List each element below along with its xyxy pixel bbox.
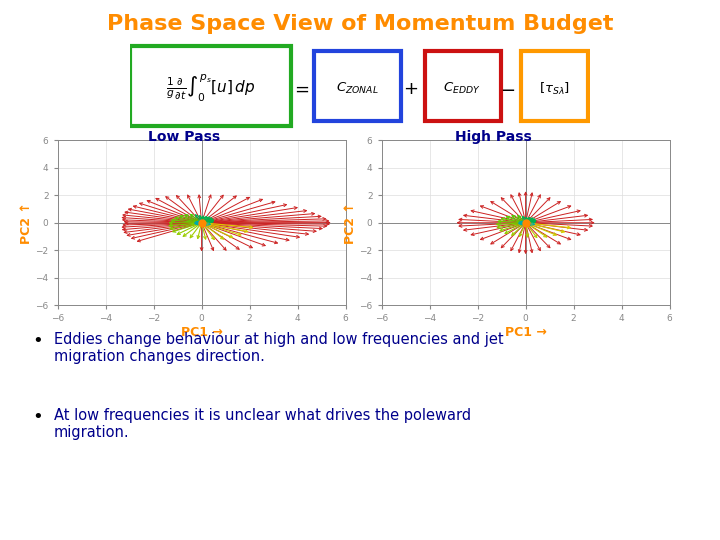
X-axis label: PC1 →: PC1 → [181,326,222,339]
Text: Low Pass: Low Pass [148,130,220,144]
Text: $C_{ZONAL}$: $C_{ZONAL}$ [336,81,379,96]
FancyBboxPatch shape [130,46,291,126]
FancyBboxPatch shape [521,51,588,120]
X-axis label: PC1 →: PC1 → [505,326,546,339]
Y-axis label: PC2 ↑: PC2 ↑ [19,202,32,244]
Text: $\frac{1}{g}\frac{\partial}{\partial t}\int_0^{p_s}[u]\,dp$: $\frac{1}{g}\frac{\partial}{\partial t}\… [166,73,255,104]
Text: $=$: $=$ [291,79,310,98]
Text: $C_{EDDY}$: $C_{EDDY}$ [444,81,481,96]
FancyBboxPatch shape [314,51,402,120]
Text: At low frequencies it is unclear what drives the poleward
migration.: At low frequencies it is unclear what dr… [54,408,471,440]
Text: $[\tau_{S\lambda}]$: $[\tau_{S\lambda}]$ [539,80,570,97]
Text: Eddies change behaviour at high and low frequencies and jet
migration changes di: Eddies change behaviour at high and low … [54,332,503,365]
Text: Phase Space View of Momentum Budget: Phase Space View of Momentum Budget [107,14,613,33]
Text: $+$: $+$ [403,79,418,98]
Text: •: • [32,408,43,426]
Text: High Pass: High Pass [455,130,531,144]
Text: •: • [32,332,43,350]
FancyBboxPatch shape [425,51,500,120]
Text: $-$: $-$ [500,79,515,98]
Y-axis label: PC2 ↑: PC2 ↑ [343,202,356,244]
